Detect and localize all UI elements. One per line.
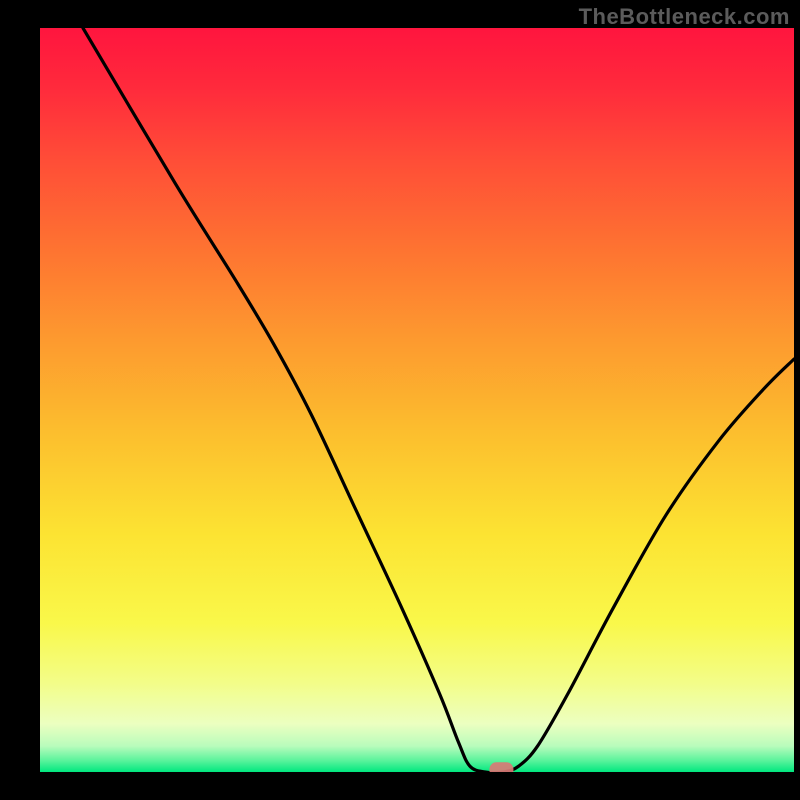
plot-area	[40, 28, 794, 777]
bottleneck-chart	[0, 0, 800, 800]
gradient-background	[40, 28, 794, 772]
watermark-text: TheBottleneck.com	[579, 4, 790, 30]
chart-stage: TheBottleneck.com	[0, 0, 800, 800]
